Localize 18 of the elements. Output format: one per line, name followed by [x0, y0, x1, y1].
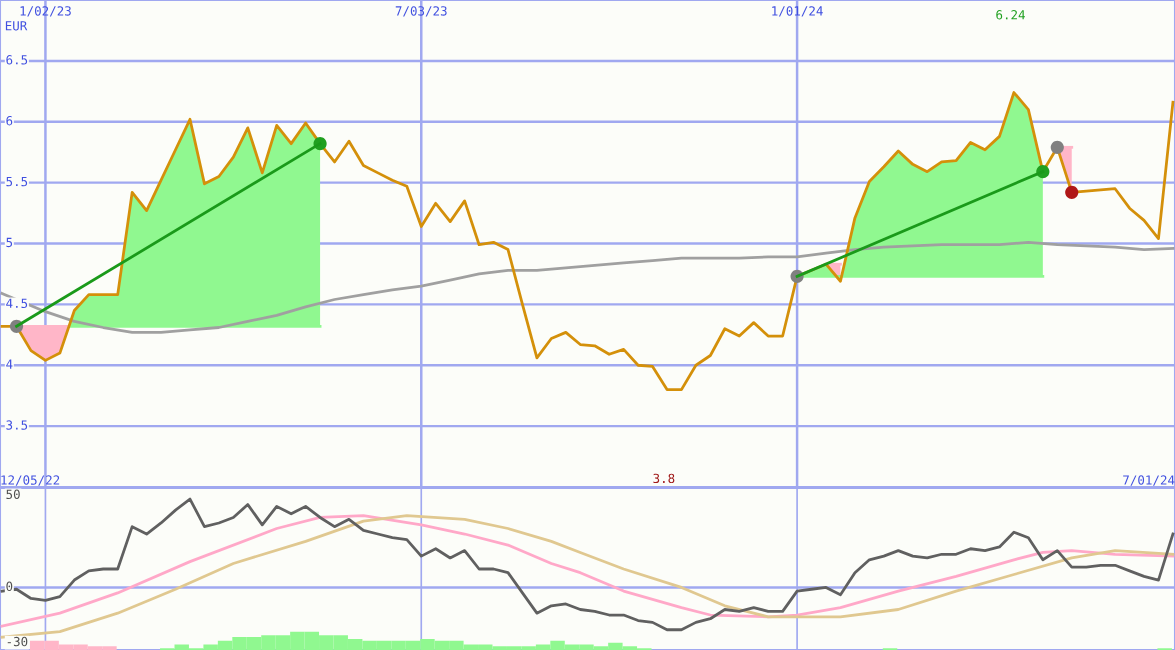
y-tick-label: -30 — [7, 636, 28, 647]
annotation: 7/01/24 — [1123, 475, 1175, 486]
y-tick-label: 0 — [6, 581, 13, 592]
y-tick-label: 6 — [6, 115, 13, 126]
y-tick-label: 5 — [6, 237, 13, 248]
x-tick-label: 1/01/24 — [772, 6, 823, 17]
y-tick-label: 4 — [6, 359, 13, 369]
y-axis-title: EUR — [5, 21, 28, 31]
x-tick-label: 7/03/23 — [395, 6, 447, 17]
annotation: 12/05/22 — [1, 475, 60, 486]
annotation: 3.8 — [653, 473, 675, 484]
y-tick-label: 5.5 — [6, 176, 28, 187]
x-tick-label: 1/02/23 — [20, 6, 71, 17]
y-tick-label: 50 — [6, 489, 20, 500]
y-tick-label: 6.5 — [6, 55, 28, 65]
annotation: 6.24 — [996, 10, 1025, 20]
y-tick-label: 4.5 — [6, 298, 28, 309]
y-tick-label: 3.5 — [6, 420, 28, 430]
